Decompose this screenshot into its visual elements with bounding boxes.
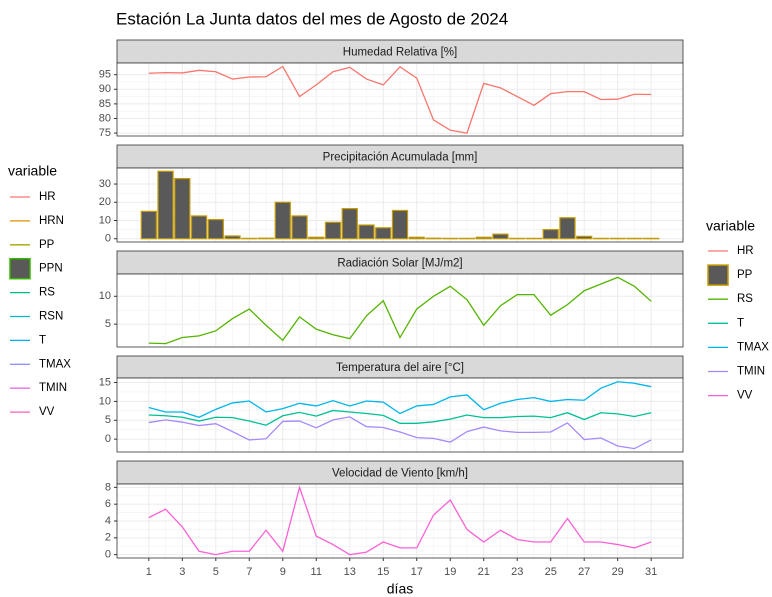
panel-border	[116, 377, 684, 453]
legend-label: VV	[39, 406, 55, 418]
legend-label: HRN	[39, 215, 64, 227]
x-tick-label: 13	[344, 566, 356, 578]
bar	[174, 177, 191, 240]
x-tick-label: 5	[213, 566, 219, 578]
y-tick-label: 75	[99, 127, 111, 139]
y-tick-label: 10	[99, 395, 111, 407]
y-tick-label: 95	[99, 69, 111, 81]
line	[148, 416, 652, 450]
panel-border	[116, 167, 684, 243]
y-tick-label: 10	[99, 214, 111, 226]
bar	[157, 170, 174, 240]
strip-label: Humedad Relativa [%]	[343, 47, 457, 59]
bar	[358, 224, 375, 240]
x-tick-label: 31	[645, 566, 657, 578]
x-tick-label: 27	[578, 566, 590, 578]
bar	[408, 236, 425, 240]
y-tick-label: 0	[105, 433, 111, 445]
bar	[425, 237, 442, 240]
x-tick-label: 25	[545, 566, 557, 578]
bar	[542, 229, 559, 240]
line	[148, 276, 652, 345]
legend-label: TMAX	[39, 358, 71, 370]
legend-label: TMIN	[737, 366, 765, 378]
bar	[207, 218, 224, 240]
x-tick-label: 9	[280, 566, 286, 578]
y-tick-label: 90	[99, 83, 111, 95]
strip-label: Velocidad de Viento [km/h]	[332, 468, 468, 480]
line	[148, 381, 652, 418]
x-axis-title: días	[387, 581, 413, 597]
x-tick-label: 1	[146, 566, 152, 578]
x-tick-label: 7	[246, 566, 252, 578]
legend-label: RS	[737, 293, 753, 305]
y-tick-label: 0	[105, 233, 111, 245]
legend-key	[9, 257, 31, 280]
y-tick-label: 5	[105, 414, 111, 426]
strip-label: Temperatura del aire [°C]	[336, 362, 464, 374]
x-tick-label: 19	[444, 566, 456, 578]
legend-label: VV	[737, 390, 753, 402]
bar	[291, 215, 308, 240]
y-tick-label: 2	[105, 532, 111, 544]
chart-title: Estación La Junta datos del mes de Agost…	[116, 9, 508, 28]
legend-label: RS	[39, 287, 55, 299]
bar	[190, 215, 208, 240]
legend-label: T	[737, 317, 744, 329]
panel-border	[116, 483, 684, 559]
x-tick-label: 3	[179, 566, 185, 578]
bar	[576, 235, 593, 240]
x-tick-label: 11	[311, 566, 322, 578]
y-tick-label: 80	[99, 112, 111, 124]
line	[148, 485, 652, 556]
y-tick-label: 30	[99, 178, 111, 190]
bar	[341, 208, 358, 240]
y-tick-label: 85	[99, 98, 111, 110]
x-tick-label: 21	[478, 566, 490, 578]
x-tick-label: 29	[612, 566, 624, 578]
line	[148, 409, 652, 426]
panel-border	[116, 273, 684, 348]
legend-label: PP	[39, 239, 55, 251]
legend-label: PP	[737, 269, 753, 281]
legend-label: HR	[737, 245, 754, 257]
strip-label: Radiación Solar [MJ/m2]	[337, 258, 462, 270]
y-tick-label: 10	[99, 290, 111, 302]
x-tick-label: 17	[411, 566, 423, 578]
bar	[257, 237, 275, 240]
bar	[224, 235, 241, 240]
bar	[391, 209, 409, 240]
y-tick-label: 15	[99, 376, 111, 388]
bar	[324, 221, 342, 240]
legend-key	[707, 264, 729, 286]
y-tick-label: 0	[105, 549, 111, 561]
x-tick-label: 15	[377, 566, 389, 578]
bar	[274, 201, 291, 240]
legend-label: TMIN	[39, 382, 67, 394]
line	[148, 65, 652, 134]
y-tick-label: 6	[105, 498, 111, 510]
bar	[308, 236, 325, 240]
legend-label: PPN	[39, 263, 63, 275]
y-tick-label: 20	[99, 196, 111, 208]
strip-label: Precipitación Acumulada [mm]	[323, 152, 478, 164]
y-tick-label: 8	[105, 481, 111, 493]
legend-label: TMAX	[737, 341, 769, 353]
bar	[375, 227, 392, 240]
x-tick-label: 23	[511, 566, 523, 578]
bar	[492, 233, 509, 240]
legend-title: variable	[8, 163, 57, 179]
legend-title: variable	[706, 218, 755, 234]
bar	[559, 217, 576, 240]
y-tick-label: 4	[105, 515, 111, 527]
legend-label: RSN	[39, 311, 63, 323]
legend-label: HR	[39, 191, 56, 203]
panel-border	[116, 62, 684, 137]
bar	[475, 236, 492, 240]
bar	[140, 210, 157, 240]
y-tick-label: 5	[105, 318, 111, 330]
legend-label: T	[39, 334, 46, 346]
